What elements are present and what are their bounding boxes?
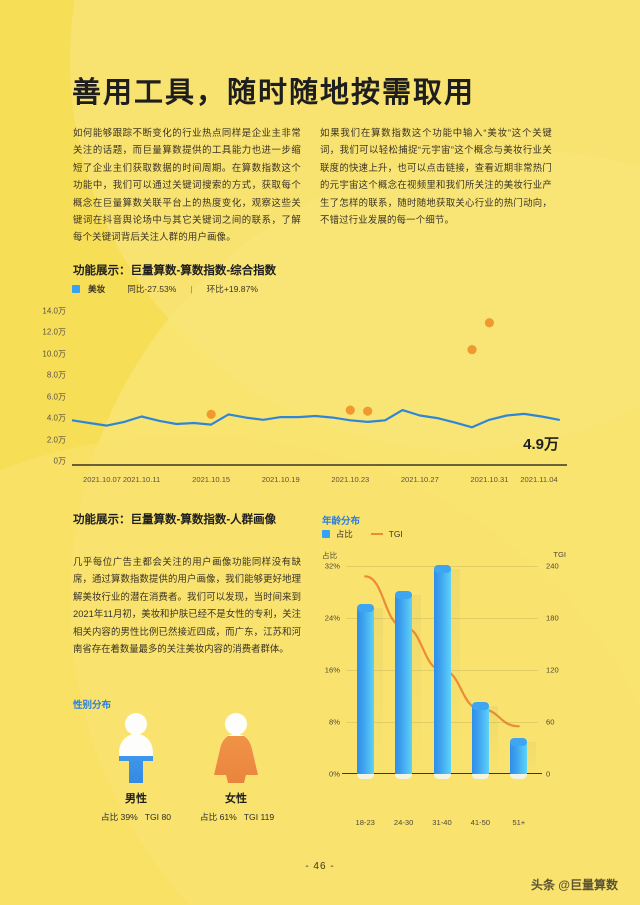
age-chart-plot: 0% 8% 16% 24% 32% 0 60 120 180 240 18-23 24-30 31-40… [325, 562, 559, 828]
page-number: - 46 - [305, 861, 335, 872]
age-bar-fill [433, 565, 451, 774]
line-series-path [72, 409, 561, 429]
female-share: 占比 61% [200, 812, 237, 822]
age-chart-y-tick: 32% [324, 561, 340, 571]
line-chart-x-tick: 2021.10.07 [82, 475, 122, 484]
line-chart-x-axis: 2021.10.07 2021.10.11 2021.10.15 2021.10.19… [72, 475, 567, 491]
age-chart-y2-tick: 240 [546, 561, 559, 571]
age-right-axis-caption: TGI [553, 550, 566, 559]
line-chart-y-tick: 12.0万 [42, 327, 66, 337]
age-chart-x-tick: 24-30 [393, 818, 414, 827]
line-chart-x-tick: 2021.10.23 [331, 475, 370, 484]
female-figure-icon [205, 712, 267, 784]
age-chart-y-tick: 0% [329, 769, 340, 779]
legend-line-tgi-icon [370, 533, 383, 535]
age-chart-x-tick: 41-50 [470, 818, 491, 827]
age-chart-x-tick: 31-40 [432, 818, 452, 827]
age-chart-y2-tick: 0 [546, 769, 551, 779]
crowd-paragraph: 几乎每位广告主都会关注的用户画像功能同样没有缺席，通过算数指数提供的用户画像，我… [73, 556, 301, 655]
gender-card: 男性 占比 39% TGI 80 [72, 712, 302, 827]
age-chart-card: 占比 TGI 占比 TGI 0% 8% 16% 24% 32% 0 60 120 180 240 1… [320, 528, 568, 828]
age-chart-y2-tick: 180 [546, 613, 559, 623]
line-chart-y-tick: 10.0万 [42, 349, 66, 359]
male-label: 男性 [125, 793, 147, 805]
age-bar-fill [395, 591, 413, 774]
line-highlight-point[interactable] [467, 344, 477, 355]
age-chart-y2-tick: 60 [546, 717, 555, 727]
line-chart-x-tick: 2021.11.04 [520, 475, 558, 484]
age-chart-x-tick: 18-23 [355, 818, 375, 827]
line-chart-y-tick: 14.0万 [42, 306, 66, 316]
line-chart-y-tick: 2.0万 [46, 435, 66, 445]
female-label: 女性 [225, 793, 247, 805]
age-distribution-label: 年龄分布 [322, 516, 361, 527]
age-chart-x-tick: 51+ [512, 818, 526, 827]
female-tgi: TGI 119 [243, 812, 275, 822]
age-bar-fill [471, 701, 489, 774]
line-chart-x-tick: 2021.10.27 [400, 475, 439, 484]
line-chart-y-tick: 6.0万 [46, 392, 66, 402]
age-bar-fill [356, 604, 374, 774]
line-chart-x-tick: 2021.10.15 [192, 475, 231, 484]
legend-swatch-icon [72, 285, 80, 293]
line-chart-annotation: 4.9万 [523, 436, 559, 453]
legend-swatch-share-icon [322, 530, 330, 538]
age-bar-shadow [488, 705, 498, 774]
age-left-axis-caption: 占比 [322, 551, 338, 560]
section-heading-crowd: 功能展示：巨量算数-算数指数-人群画像 [73, 514, 277, 526]
female-stats: 占比 61% TGI 119 [200, 811, 275, 823]
age-bar-fill [510, 737, 528, 774]
age-bar-shadow [527, 741, 537, 774]
intro-paragraph-left: 如何能够跟踪不断变化的行业热点同样是企业主非常关注的话题，而巨量算数提供的工具能… [73, 127, 301, 243]
line-chart-y-tick: 4.0万 [46, 413, 66, 423]
page-title: 善用工具，随时随地按需取用 [72, 77, 476, 109]
line-highlight-point[interactable] [363, 406, 373, 416]
legend-series-name: 美妆 [88, 284, 106, 294]
age-chart-y-tick: 24% [324, 613, 340, 623]
line-highlight-point[interactable] [484, 318, 495, 328]
male-stats: 占比 39% TGI 80 [100, 811, 172, 823]
legend-separator: | [190, 284, 193, 294]
age-bar-shadow [412, 595, 422, 774]
line-chart-y-tick: 0万 [53, 456, 66, 466]
male-figure-icon [105, 712, 167, 784]
legend-share-label: 占比 [336, 529, 353, 539]
section-heading-index: 功能展示：巨量算数-算数指数-综合指数 [73, 265, 277, 277]
male-share: 占比 39% [100, 812, 138, 822]
age-chart-y-tick: 16% [324, 665, 340, 675]
line-chart-x-tick: 2021.10.19 [261, 475, 300, 484]
line-chart-y-tick: 8.0万 [46, 370, 66, 380]
line-chart-x-tick: 2021.10.11 [122, 475, 161, 484]
age-chart-legend: 占比 TGI [322, 528, 403, 540]
line-chart-plot: 0万 2.0万 4.0万 6.0万 8.0万 10.0万 12.0万 14.0万 [42, 305, 567, 475]
line-highlight-point[interactable] [206, 409, 216, 419]
gender-female: 女性 占比 61% TGI 119 [200, 712, 275, 823]
gender-male: 男性 占比 39% TGI 80 [100, 712, 172, 823]
intro-paragraph-right: 如果我们在算数指数这个功能中输入“美妆”这个关键词，我们可以轻松捕捉“元宇宙”这… [320, 127, 552, 226]
gender-distribution-label: 性别分布 [73, 700, 112, 711]
age-chart-y2-tick: 120 [546, 665, 559, 675]
line-chart-card: 美妆 同比-27.53% | 环比+19.87% 0万 2.0万 4.0万 6.0万 8… [42, 283, 567, 498]
line-chart-svg [72, 318, 567, 466]
watermark: 头条 @巨量算数 [530, 878, 618, 892]
legend-mom-value: 环比+19.87% [206, 284, 258, 294]
age-bar-shadow [373, 608, 383, 774]
legend-tgi-label: TGI [388, 529, 403, 539]
male-tgi: TGI 80 [144, 812, 172, 822]
legend-yoy-value: 同比-27.53% [127, 284, 177, 294]
age-bar-shadow [450, 569, 460, 774]
line-chart-legend: 美妆 同比-27.53% | 环比+19.87% [72, 283, 258, 295]
line-chart-x-tick: 2021.10.31 [470, 475, 509, 484]
line-highlight-point[interactable] [345, 405, 355, 415]
age-chart-y-tick: 8% [329, 717, 340, 727]
